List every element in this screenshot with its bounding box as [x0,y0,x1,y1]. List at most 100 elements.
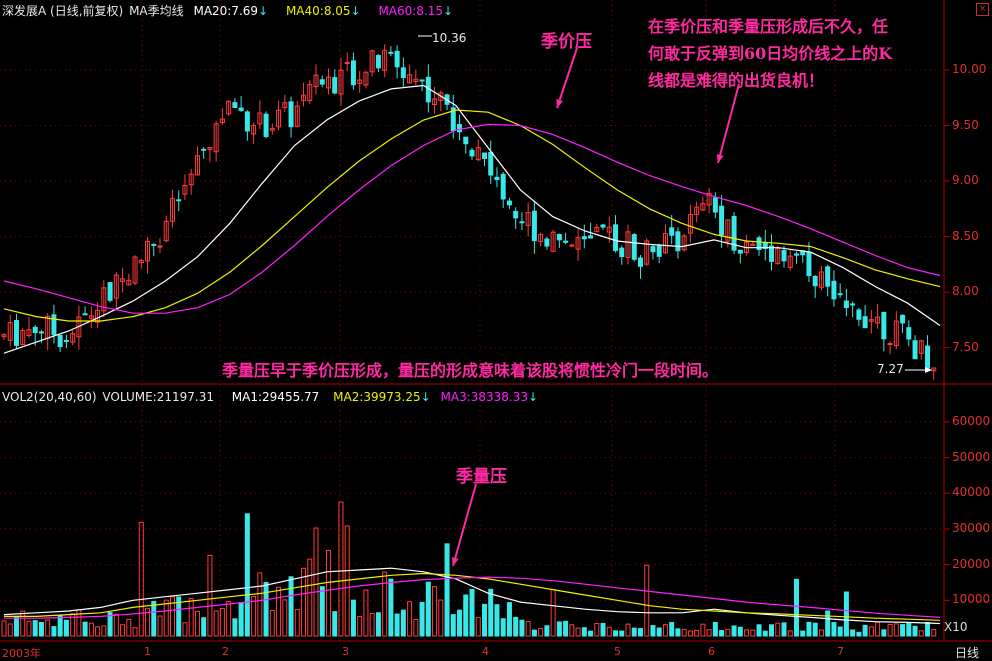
volume-bar [744,629,750,637]
x-tick-label: 2003年 [2,647,41,660]
volume-bar [157,615,163,637]
candle-body [656,245,662,257]
volume-tick-label: 10000 [952,592,991,607]
volume-bar [606,626,612,637]
volume-bar [818,629,824,637]
candle-body [868,319,874,322]
volume-bar [294,608,300,637]
period-label[interactable]: 日线 [955,646,980,660]
candle-body [606,226,612,233]
volume-bar [581,627,587,637]
volume-bar [138,521,144,637]
candle-body [931,367,937,372]
volume-bar [301,567,307,637]
candle-body [818,271,824,288]
close-icon[interactable]: × [976,3,989,16]
price-ma60-line [3,123,941,314]
volume-bar [463,594,469,637]
candle-body [881,311,887,340]
candle-body [276,109,282,128]
candle-body [263,113,269,137]
volume-bar [700,623,706,637]
candle-body [637,257,643,267]
candle-body [138,259,144,264]
candle-body [438,92,444,101]
volume-bar [868,626,874,637]
volume-bar [625,623,631,637]
candle-body [538,234,544,242]
candle-body [350,60,356,86]
volume-ma1-line [3,567,941,625]
candle-body [457,123,463,133]
candle-body [188,173,194,186]
volume-bar [1,620,7,637]
volume-bar [313,527,319,637]
volume-bar [575,627,581,637]
rebound-arrow [717,83,740,164]
note-line-3: 线都是难得的出货良机！ [648,71,825,90]
candle-body [63,339,69,342]
candle-body [394,50,400,68]
volume-bar [201,617,207,637]
volume-tick-label: 50000 [952,449,991,464]
candle-body [837,293,843,296]
candle-body [850,303,856,306]
candle-body [338,69,344,95]
candle-body [525,211,531,226]
candle-body [7,322,13,341]
candle-body [581,236,587,240]
candle-body [88,315,94,319]
volume-pressure-arrow-head [451,557,459,566]
indicator-name: MA季均线 [129,4,184,18]
candle-body [575,237,581,250]
candle-body [893,320,899,347]
volume-bar [319,586,325,637]
volume-bar [219,607,225,637]
candle-body [13,320,19,346]
candle-body [712,197,718,213]
candle-body [107,282,113,301]
candle-body [731,215,737,251]
vol-indicator-name: VOL2(20,40,60) [2,390,97,404]
candle-body [163,220,169,242]
candle-body [513,210,519,219]
candle-body [843,300,849,309]
candle-body [26,329,32,337]
vol-ma1-value: MA1:29455.77 [231,390,320,404]
volume-bar [101,625,107,637]
candle-body [369,50,375,73]
volume-bar [357,616,363,637]
volume-bar [307,558,313,637]
volume-bar [893,623,899,637]
stock-name: 深发展A [2,4,47,18]
volume-bar [787,630,793,637]
candle-body [176,199,182,202]
volume-bar [525,621,531,637]
candle-body [288,101,294,128]
volume-bar [837,626,843,637]
volume-bar [457,609,463,637]
ma40-value: MA40:8.05 [285,4,351,18]
volume-bar [912,625,918,637]
volume-bar [350,599,356,637]
candle-body [1,334,7,338]
candle-body [769,245,775,262]
volume-bar [82,621,88,637]
volume-bar [394,613,400,637]
candle-body [706,192,712,206]
candle-body [463,136,469,145]
candle-body [687,213,693,234]
candle-body [675,231,681,252]
candle-body [787,255,793,268]
candle-body [57,334,63,348]
candle-body [725,219,731,242]
candle-body [900,314,906,324]
volume-bar [251,595,257,637]
candle-body [407,74,413,84]
volume-bar [151,600,157,637]
volume-unit-label: X10 [944,620,968,634]
volume-bar [556,621,562,637]
candle-body [432,98,438,106]
volume-bar [288,576,294,637]
candle-body [925,345,931,369]
